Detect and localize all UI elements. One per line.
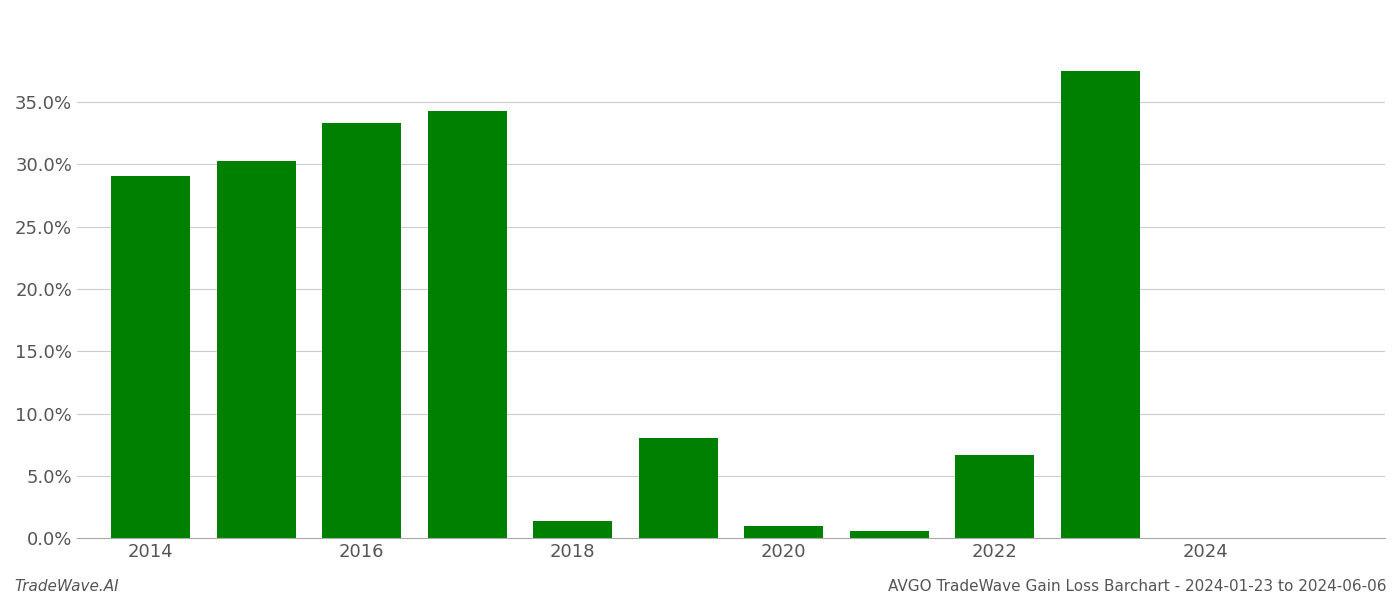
Bar [638, 439, 718, 538]
Bar [850, 530, 928, 538]
Bar [955, 455, 1035, 538]
Bar [322, 124, 402, 538]
Text: AVGO TradeWave Gain Loss Barchart - 2024-01-23 to 2024-06-06: AVGO TradeWave Gain Loss Barchart - 2024… [888, 579, 1386, 594]
Text: TradeWave.AI: TradeWave.AI [14, 579, 119, 594]
Bar [1061, 71, 1140, 538]
Bar [745, 526, 823, 538]
Bar [217, 161, 295, 538]
Bar [533, 521, 612, 538]
Bar [111, 176, 190, 538]
Bar [428, 111, 507, 538]
